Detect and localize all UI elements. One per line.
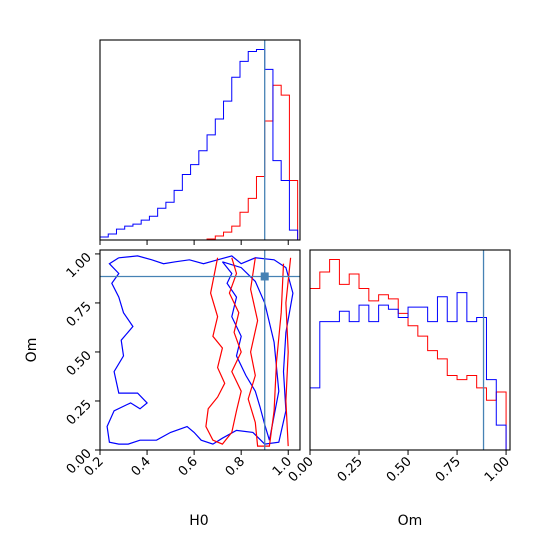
h0-hist-frame (99, 39, 301, 241)
x-axis-label-h0: H0 (189, 513, 208, 529)
om-tick-label-2: 0.50 (64, 348, 95, 379)
h0-marginal-panel (99, 39, 301, 245)
om-hist-frame (309, 249, 511, 451)
x-axis-label-om: Om (398, 513, 423, 529)
h0-hist-blue-step (99, 49, 299, 240)
om-hist-tick-label-3: 0.75 (433, 454, 464, 485)
om-tick-label-1: 0.25 (64, 397, 95, 428)
om-hist-tick-label-4: 1.00 (482, 454, 513, 485)
om-hist-tick-label-2: 0.50 (384, 454, 415, 485)
contour-red-2 (205, 257, 242, 445)
om-marginal-panel (309, 249, 511, 455)
h0-tick-label-2: 0.6 (176, 454, 201, 479)
h0-tick-label-1: 0.4 (129, 454, 154, 479)
contour-blue-0 (106, 255, 294, 445)
om-hist-tick-label-1: 0.25 (335, 454, 366, 485)
h0-om-contour-panel (95, 249, 301, 455)
om-hist-red-step (309, 259, 507, 450)
y-axis-label-om: Om (24, 338, 40, 363)
contour-blue-1 (221, 261, 280, 441)
contour-frame (99, 249, 301, 451)
truth-marker (260, 272, 269, 281)
om-hist-blue-step (309, 292, 507, 450)
contour-red-3 (247, 257, 285, 447)
om-tick-label-4: 1.00 (64, 250, 95, 281)
om-hist-tick-label-0: 0.00 (286, 454, 317, 485)
h0-tick-label-3: 0.8 (223, 454, 248, 479)
contour-red-4 (285, 257, 292, 447)
contour-lines (106, 255, 294, 447)
om-tick-label-3: 0.75 (64, 299, 95, 330)
